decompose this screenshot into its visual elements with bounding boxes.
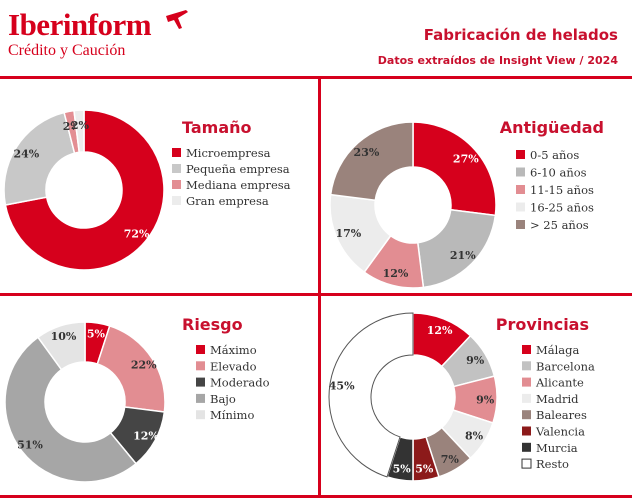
- legend-label-provincias-malaga: Málaga: [536, 343, 580, 357]
- slice-label-provincias-valencia: 5%: [415, 462, 434, 475]
- chart-title-provincias: Provincias: [496, 315, 589, 334]
- report-title: Fabricación de helados: [423, 26, 618, 44]
- legend-swatch-provincias-malaga: [522, 345, 531, 354]
- legend-label-antiguedad-16-25-anos: 16-25 años: [530, 201, 594, 215]
- legend-label-provincias-murcia: Murcia: [536, 441, 578, 455]
- legend-swatch-provincias-resto: [521, 458, 532, 469]
- legend-swatch-antiguedad-0-5-anos: [516, 150, 525, 159]
- slice-label-antiguedad-0-5-anos: 27%: [453, 152, 479, 165]
- report-subtitle: Datos extraídos de Insight View / 2024: [377, 54, 618, 67]
- legend-label-provincias-valencia: Valencia: [535, 425, 585, 439]
- legend-swatch-antiguedad-16-25-anos: [516, 202, 525, 212]
- legend-swatch-antiguedad-25-anos: [516, 220, 525, 229]
- legend-label-tamano-microempresa: Microempresa: [186, 146, 271, 160]
- legend-label-antiguedad-6-10-anos: 6-10 años: [530, 166, 587, 180]
- slice-label-antiguedad-16-25-anos: 17%: [336, 227, 362, 240]
- slice-label-provincias-malaga: 12%: [427, 324, 453, 337]
- legend-swatch-riesgo-bajo: [196, 393, 205, 403]
- legend-swatch-tamano-mediana-empresa: [172, 180, 181, 189]
- slice-label-provincias-murcia: 5%: [393, 462, 412, 475]
- divider-top: [0, 76, 632, 79]
- legend-swatch-provincias-barcelona: [522, 361, 531, 371]
- divider-vertical: [318, 76, 321, 498]
- legend-label-tamano-gran-empresa: Gran empresa: [186, 194, 269, 208]
- legend-swatch-provincias-madrid: [522, 393, 531, 403]
- slice-label-tamano-gran-empresa: 2%: [71, 119, 90, 132]
- brand-name: Iberinform: [8, 7, 152, 42]
- legend-label-provincias-barcelona: Barcelona: [536, 359, 595, 373]
- slice-label-provincias-madrid: 8%: [465, 430, 484, 443]
- legend-label-riesgo-minimo: Mínimo: [210, 408, 254, 422]
- slice-antiguedad-0-5-anos: [412, 121, 497, 217]
- legend-label-riesgo-moderado: Moderado: [210, 376, 270, 390]
- slice-label-provincias-resto: 45%: [329, 380, 355, 393]
- legend-label-tamano-mediana-empresa: Mediana empresa: [186, 178, 291, 192]
- legend-swatch-tamano-pequena-empresa: [172, 164, 181, 173]
- plane-logo-icon: [166, 10, 188, 29]
- divider-middle: [0, 293, 632, 296]
- legend-label-antiguedad-0-5-anos: 0-5 años: [530, 148, 579, 162]
- slice-label-riesgo-minimo: 10%: [51, 330, 77, 343]
- legend-label-antiguedad-25-anos: > 25 años: [530, 218, 589, 232]
- legend-label-riesgo-elevado: Elevado: [210, 359, 257, 373]
- legend-swatch-riesgo-minimo: [196, 410, 205, 420]
- slice-antiguedad-6-10-anos: [416, 208, 497, 289]
- slice-label-antiguedad-25-anos: 23%: [354, 146, 380, 159]
- slice-label-provincias-barcelona: 9%: [466, 354, 485, 367]
- slice-label-tamano-pequena-empresa: 24%: [14, 147, 40, 160]
- legend-swatch-tamano-microempresa: [172, 148, 181, 157]
- slice-label-tamano-microempresa: 72%: [124, 227, 150, 240]
- slice-tamano-pequena-empresa: [3, 111, 76, 206]
- legend-swatch-antiguedad-11-15-anos: [516, 185, 525, 194]
- legend-label-provincias-resto: Resto: [536, 457, 569, 471]
- slice-riesgo-bajo: [4, 336, 138, 483]
- slice-label-antiguedad-6-10-anos: 21%: [450, 249, 476, 262]
- slice-label-provincias-alicante: 9%: [476, 393, 495, 406]
- chart-title-tamano: Tamaño: [182, 118, 252, 137]
- legend-swatch-tamano-gran-empresa: [172, 196, 181, 205]
- brand-logo: Iberinform Crédito y Caución: [8, 7, 152, 60]
- slice-label-riesgo-moderado: 12%: [133, 430, 159, 443]
- slice-tamano-gran-empresa: [73, 109, 85, 154]
- legend-swatch-antiguedad-6-10-anos: [516, 167, 525, 177]
- legend-swatch-provincias-valencia: [522, 426, 531, 436]
- legend-label-provincias-baleares: Baleares: [536, 408, 587, 422]
- legend-swatch-provincias-baleares: [522, 410, 531, 420]
- legend-label-riesgo-maximo: Máximo: [210, 343, 257, 357]
- legend-swatch-provincias-murcia: [522, 442, 531, 452]
- slice-tamano-microempresa: [4, 109, 165, 271]
- brand-tagline: Crédito y Caución: [8, 42, 126, 59]
- slice-label-riesgo-elevado: 22%: [131, 359, 157, 372]
- slice-label-riesgo-bajo: 51%: [17, 439, 43, 452]
- slice-provincias-resto: [328, 312, 414, 478]
- legend-swatch-provincias-alicante: [522, 377, 531, 387]
- legend-label-riesgo-bajo: Bajo: [210, 392, 236, 406]
- legend-label-antiguedad-11-15-anos: 11-15 años: [530, 183, 594, 197]
- slice-label-riesgo-maximo: 5%: [87, 327, 106, 340]
- slice-label-provincias-baleares: 7%: [441, 453, 460, 466]
- slice-riesgo-minimo: [36, 321, 86, 371]
- legend-swatch-riesgo-maximo: [196, 345, 205, 354]
- legend-swatch-riesgo-moderado: [196, 377, 205, 387]
- slice-label-antiguedad-11-15-anos: 12%: [383, 267, 409, 280]
- slice-antiguedad-25-anos: [329, 121, 414, 202]
- chart-title-riesgo: Riesgo: [182, 315, 243, 334]
- divider-bottom: [0, 495, 632, 498]
- legend-swatch-riesgo-elevado: [196, 361, 205, 371]
- legend-label-tamano-pequena-empresa: Pequeña empresa: [186, 162, 290, 176]
- chart-title-antiguedad: Antigüedad: [500, 118, 604, 137]
- legend-label-provincias-alicante: Alicante: [535, 376, 584, 390]
- legend-label-provincias-madrid: Madrid: [536, 392, 579, 406]
